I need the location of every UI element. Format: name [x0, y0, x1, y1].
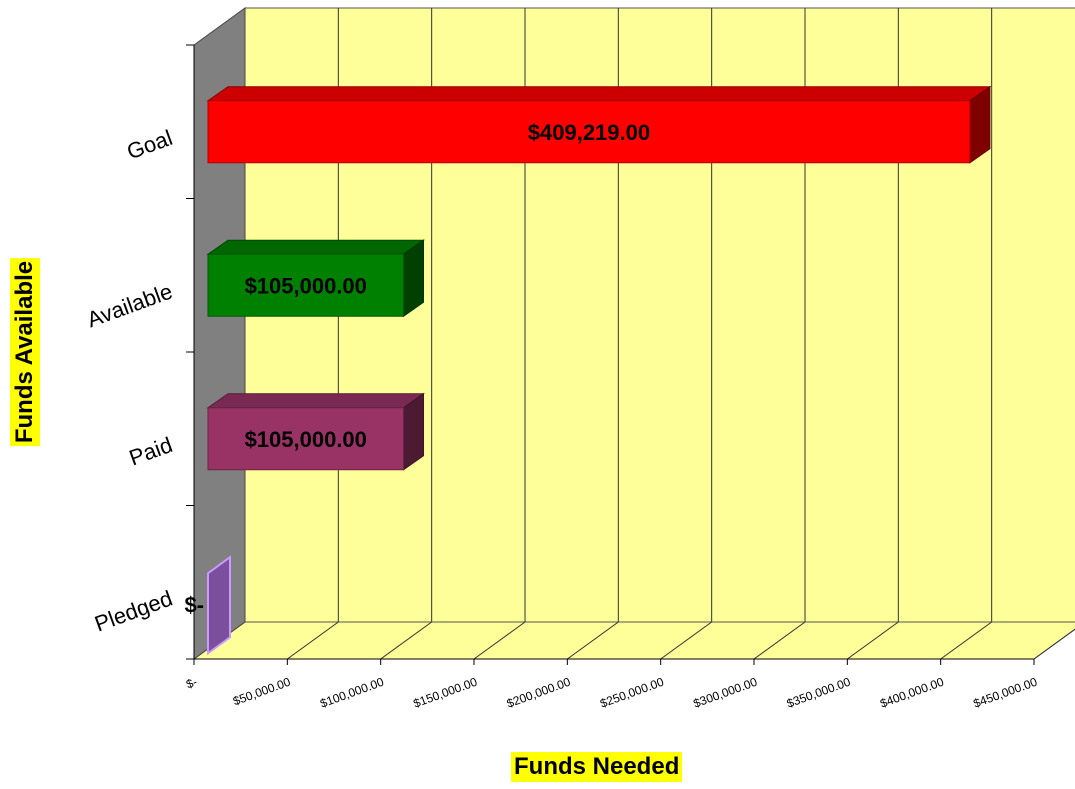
x-tick-label: $400,000.00 — [878, 675, 946, 711]
x-tick-label: $300,000.00 — [692, 675, 760, 711]
floor-gridline — [380, 621, 432, 660]
bar-available — [206, 239, 426, 318]
bar-end-face — [969, 85, 991, 164]
x-tick-label: $100,000.00 — [318, 675, 386, 711]
floor-gridline — [660, 621, 712, 660]
x-tick-label: $50,000.00 — [231, 675, 293, 709]
plot-floor — [192, 621, 1075, 660]
bar-end-face — [402, 239, 424, 318]
floor-gridline — [847, 621, 899, 660]
y-axis-title: Funds Available — [10, 257, 40, 447]
data-label-goal: $409,219.00 — [528, 120, 650, 145]
bar-top-face — [206, 393, 426, 409]
data-label-available: $105,000.00 — [245, 273, 367, 298]
x-axis-title: Funds Needed — [511, 752, 683, 782]
bar-goal — [206, 85, 992, 164]
floor-gridline — [1033, 628, 1075, 660]
bar-top-face — [206, 239, 426, 255]
bar-front-face — [207, 253, 404, 317]
floor-gridline — [753, 621, 806, 660]
y-category-label: Pledged — [91, 585, 175, 636]
x-tick-label: $200,000.00 — [505, 675, 573, 711]
bar-end-face — [402, 392, 424, 471]
x-tick-label: $250,000.00 — [598, 675, 666, 711]
bar-sliver — [207, 555, 231, 656]
y-category-label: Paid — [126, 432, 176, 471]
bar-top-face — [206, 86, 992, 102]
floor-gridline — [287, 621, 339, 660]
floor-gridline — [940, 621, 992, 660]
bar-front-face — [207, 100, 971, 164]
x-tick-label: $- — [184, 675, 199, 692]
floor-gridline — [567, 621, 619, 660]
bar-front-face — [207, 407, 404, 471]
bar-paid — [206, 392, 426, 471]
x-tick-label: $350,000.00 — [785, 675, 853, 711]
data-label-pledged: $- — [184, 592, 204, 617]
x-tick-label: $150,000.00 — [412, 675, 480, 711]
floor-gridline — [473, 621, 526, 660]
data-label-paid: $105,000.00 — [245, 427, 367, 452]
x-tick-label: $450,000.00 — [972, 675, 1040, 711]
bar-pledged — [207, 555, 231, 656]
y-category-label: Goal — [123, 125, 175, 164]
y-category-label: Available — [84, 278, 176, 332]
